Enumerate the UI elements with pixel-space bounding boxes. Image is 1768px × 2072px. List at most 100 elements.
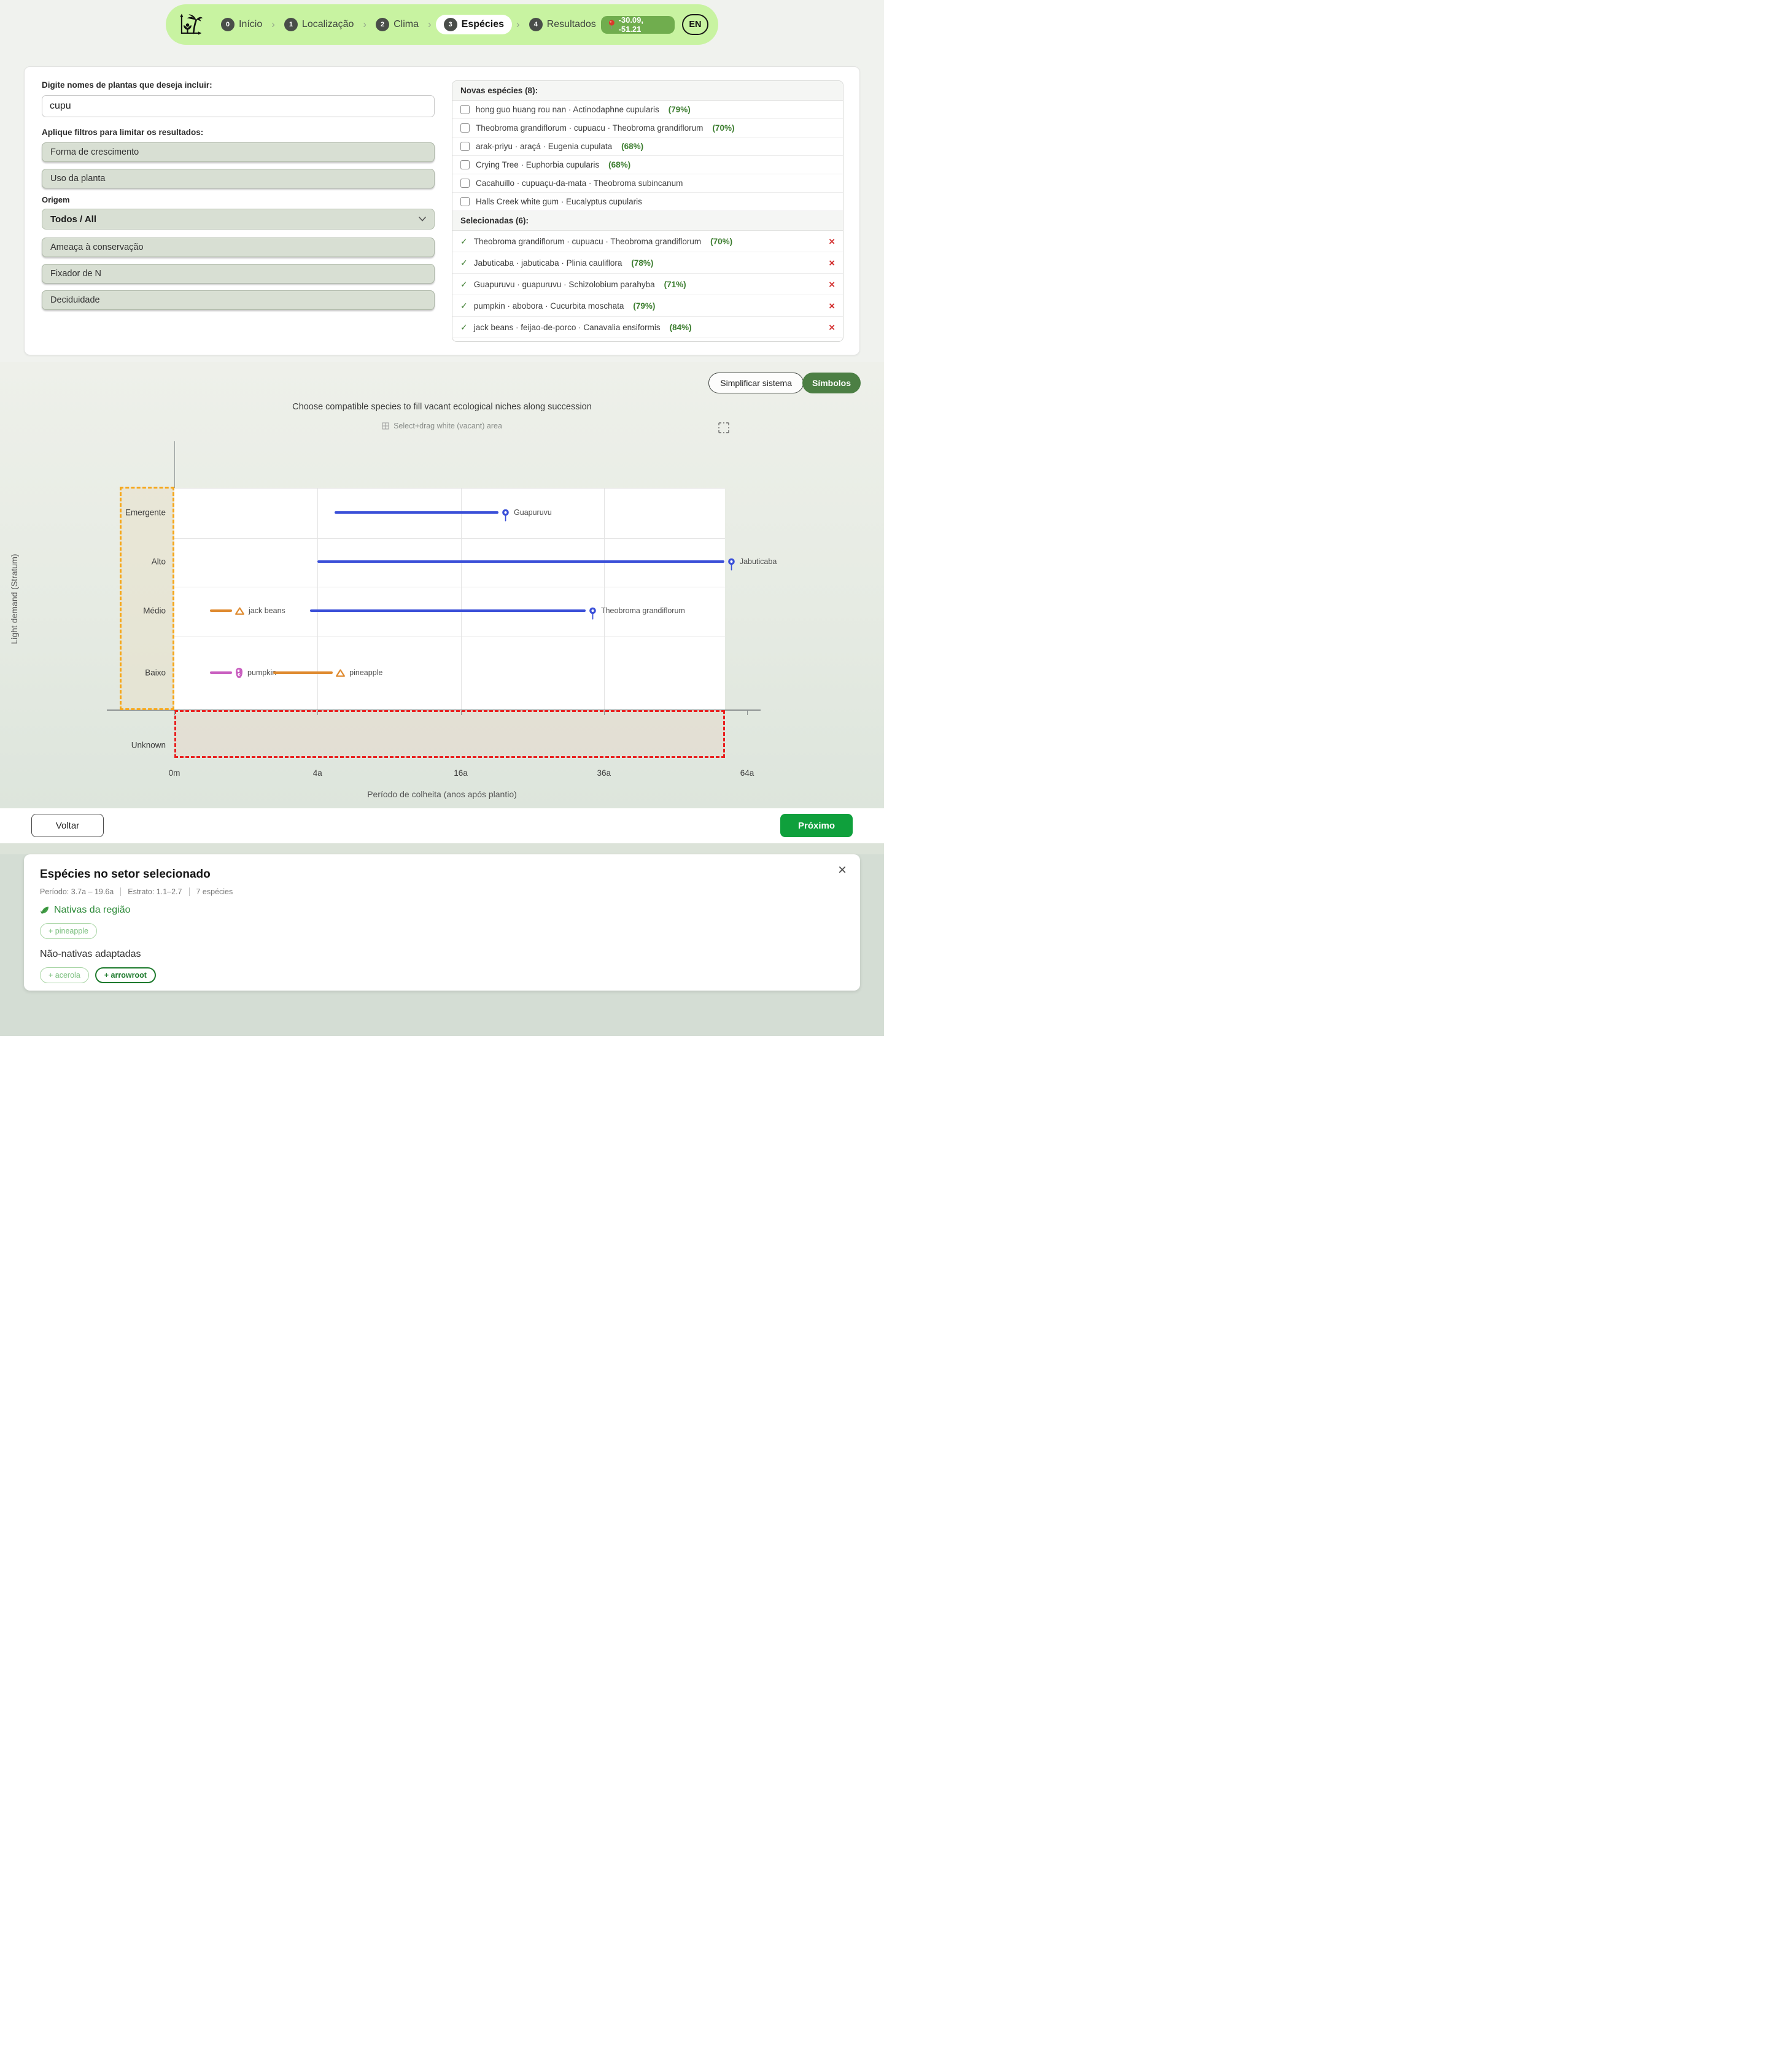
stratum-label-emergente: Emergente <box>125 508 166 517</box>
theobroma-grandiflorum-marker-icon[interactable] <box>589 607 597 620</box>
new-species-row[interactable]: hong guo huang rou nan · Actinodaphne cu… <box>452 101 843 119</box>
nonnative-species-header: Não-nativas adaptadas <box>40 949 141 959</box>
species-name: pumpkin · abobora · Cucurbita moschata <box>473 301 624 311</box>
remove-icon[interactable]: × <box>829 257 835 269</box>
n-fixer-filter-button[interactable]: Fixador de N <box>42 264 435 284</box>
pineapple-marker-icon[interactable] <box>336 669 346 677</box>
symbols-button[interactable]: Símbolos <box>802 373 861 393</box>
selected-species-row[interactable]: ✓ Jabuticaba · jabuticaba · Plinia caulif… <box>452 252 843 274</box>
nonnative-chip-arrowroot[interactable]: + arrowroot <box>95 967 156 983</box>
species-checkbox[interactable] <box>460 123 470 133</box>
back-button[interactable]: Voltar <box>31 814 104 837</box>
language-button[interactable]: EN <box>681 14 708 35</box>
jabuticaba-marker-icon[interactable] <box>727 558 735 571</box>
remove-icon[interactable]: × <box>829 321 835 333</box>
orange-selection-region[interactable] <box>120 487 174 710</box>
species-name: arak-priyu · araçá · Eugenia cupulata <box>476 142 613 151</box>
species-filter-card: Digite nomes de plantas que deseja inclu… <box>24 66 860 355</box>
selected-species-row[interactable]: ✓ pumpkin · abobora · Cucurbita moschata (… <box>452 295 843 317</box>
species-checkbox[interactable] <box>460 197 470 206</box>
close-icon[interactable]: × <box>837 862 847 878</box>
nonnative-chip-acerola[interactable]: + acerola <box>40 967 89 983</box>
plant-use-filter-button[interactable]: Uso da planta <box>42 169 435 188</box>
match-percent: (79%) <box>668 105 691 114</box>
step-label: Início <box>239 19 263 29</box>
match-percent: (70%) <box>710 236 733 246</box>
species-lists: Novas espécies (8): hong guo huang rou n… <box>452 80 843 342</box>
species-label: Guapuruvu <box>514 508 552 517</box>
x-tick-mark <box>747 711 748 715</box>
step-number: 4 <box>529 18 543 31</box>
next-button[interactable]: Próximo <box>780 814 853 837</box>
species-range-theobroma-grandiflorum[interactable] <box>310 609 586 612</box>
step-clima[interactable]: 2 Clima <box>371 15 424 34</box>
new-species-row[interactable]: Cacahuillo · cupuaçu-da-mata · Theobroma… <box>452 174 843 193</box>
top-navbar: 0 Início › 1 Localização › 2 Clima › 3 Espécies › 4 R… <box>166 4 718 45</box>
species-label: Jabuticaba <box>739 557 777 566</box>
step-localização[interactable]: 1 Localização <box>279 15 359 34</box>
new-species-row[interactable]: Halls Creek white gum · Eucalyptus cupul… <box>452 193 843 211</box>
stratum-label-baixo: Baixo <box>145 668 166 678</box>
coordinates-value: -30.09, -51.21 <box>618 15 644 34</box>
species-label: pumpkin <box>247 668 277 677</box>
grid-select-icon <box>382 422 389 430</box>
step-espécies[interactable]: 3 Espécies <box>435 15 513 34</box>
growth-form-filter-button[interactable]: Forma de crescimento <box>42 142 435 162</box>
step-resultados[interactable]: 4 Resultados <box>524 15 601 34</box>
deciduous-filter-button[interactable]: Deciduidade <box>42 290 435 310</box>
step-início[interactable]: 0 Início <box>216 15 267 34</box>
plant-search-input[interactable] <box>42 95 435 117</box>
x-axis-title: Período de colheita (anos após plantio) <box>367 789 517 799</box>
step-label: Localização <box>301 19 354 29</box>
species-name: Theobroma grandiflorum · cupuacu · Theob… <box>476 123 704 133</box>
species-range-jabuticaba[interactable] <box>317 560 724 563</box>
match-percent: (78%) <box>631 258 654 268</box>
native-chip-pineapple[interactable]: + pineapple <box>40 923 97 939</box>
species-name: Crying Tree · Euphorbia cupularis <box>476 160 600 169</box>
x-tick-label: 0m <box>168 768 180 778</box>
conservation-filter-button[interactable]: Ameaça à conservação <box>42 238 435 257</box>
check-icon: ✓ <box>460 236 468 246</box>
origin-select[interactable]: Todos / All <box>42 209 435 230</box>
selection-tool-icon[interactable] <box>718 422 729 433</box>
coordinates-badge[interactable]: -30.09, -51.21 <box>600 15 675 34</box>
x-tick-mark <box>317 711 319 715</box>
species-range-guapuruvu[interactable] <box>334 511 499 514</box>
pumpkin-marker-icon[interactable] <box>235 667 243 679</box>
species-checkbox[interactable] <box>460 105 470 114</box>
species-name: Halls Creek white gum · Eucalyptus cupul… <box>476 197 642 206</box>
native-header-text: Nativas da região <box>54 905 131 915</box>
new-species-row[interactable]: Crying Tree · Euphorbia cupularis (68%) <box>452 156 843 174</box>
species-range-jack-beans[interactable] <box>210 609 233 612</box>
species-checkbox[interactable] <box>460 160 470 169</box>
step-number: 3 <box>443 18 457 31</box>
species-checkbox[interactable] <box>460 142 470 151</box>
species-range-pineapple[interactable] <box>273 671 333 674</box>
simplify-system-button[interactable]: Simplificar sistema <box>708 373 804 393</box>
selected-species-row[interactable]: ✓ Theobroma grandiflorum · cupuacu · Theo… <box>452 231 843 252</box>
species-range-pumpkin[interactable] <box>210 671 233 674</box>
remove-icon[interactable]: × <box>829 300 835 312</box>
red-selection-region[interactable] <box>174 710 725 758</box>
jack-beans-marker-icon[interactable] <box>235 607 245 615</box>
match-percent: (68%) <box>621 142 644 151</box>
species-name: Guapuruvu · guapuruvu · Schizolobium par… <box>473 279 655 289</box>
x-tick-label: 4a <box>312 768 322 778</box>
new-species-row[interactable]: arak-priyu · araçá · Eugenia cupulata (68… <box>452 137 843 156</box>
species-label: pineapple <box>349 668 383 677</box>
remove-icon[interactable]: × <box>829 235 835 247</box>
remove-icon[interactable]: × <box>829 278 835 290</box>
chart-plot-area[interactable] <box>174 488 725 711</box>
selected-species-row[interactable]: ✓ Guapuruvu · guapuruvu · Schizolobium pa… <box>452 274 843 295</box>
step-number: 0 <box>221 18 235 31</box>
selected-species-list: ✓ Theobroma grandiflorum · cupuacu · Theo… <box>452 231 843 338</box>
species-checkbox[interactable] <box>460 179 470 188</box>
selected-species-row[interactable]: ✓ jack beans · feijao-de-porco · Canavali… <box>452 317 843 338</box>
guapuruvu-marker-icon[interactable] <box>502 509 510 522</box>
new-species-row[interactable]: Theobroma grandiflorum · cupuacu · Theob… <box>452 119 843 137</box>
meta-divider <box>188 887 190 896</box>
leaf-icon <box>41 906 48 914</box>
step-label: Clima <box>394 19 419 29</box>
bottom-bar-background <box>0 808 884 843</box>
chevron-right-icon: › <box>363 18 367 30</box>
